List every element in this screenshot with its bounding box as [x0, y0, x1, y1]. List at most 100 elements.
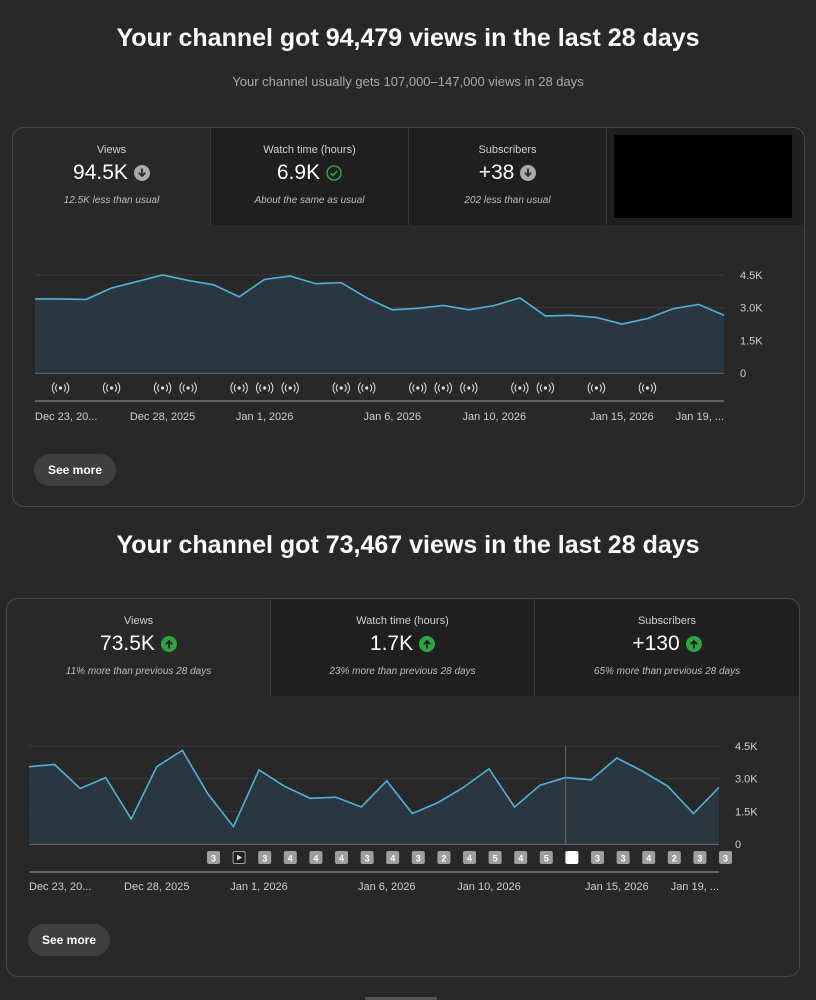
area-fill	[29, 750, 719, 844]
live-stream-icon	[102, 382, 121, 394]
live-stream-icon	[332, 382, 350, 394]
x-tick-label: Jan 6, 2026	[358, 881, 416, 893]
badge-count: 5	[493, 854, 498, 864]
video-count-badge: 5	[539, 851, 553, 864]
badge-count: 5	[544, 854, 549, 864]
check-circle-icon	[326, 165, 342, 181]
badge-count: 2	[672, 854, 677, 864]
tab-watch-time-note: About the same as usual	[254, 195, 365, 206]
tab-watch-time-label: Watch time (hours)	[356, 615, 449, 627]
x-tick-label: Jan 15, 2026	[590, 411, 654, 423]
badge-count: 3	[416, 854, 421, 864]
x-tick-label: Jan 10, 2026	[457, 881, 521, 893]
y-tick-label: 4.5K	[735, 741, 758, 753]
tab-watch-time[interactable]: Watch time (hours) 6.9K About the same a…	[211, 128, 409, 225]
arrow-up-circle-icon	[685, 636, 702, 652]
tab-extra	[607, 128, 804, 225]
tab-views-value: 73.5K	[100, 632, 155, 655]
badge-count: 4	[288, 854, 293, 864]
video-count-badge: 3	[616, 851, 630, 864]
video-count-badge: 4	[514, 851, 528, 864]
arrow-up-circle-icon	[160, 636, 177, 652]
tab-subscribers-note: 202 less than usual	[464, 195, 551, 206]
video-count-badge: 4	[463, 851, 476, 864]
views-line-chart: 4.5K 3.0K 1.5K 0 Dec 23, 20... Dec 28, 2025 Ja…	[34, 270, 763, 423]
live-stream-icon	[281, 382, 299, 394]
channel-summary-card-current: Views 94.5K 12.5K less than usual Watch …	[12, 127, 805, 507]
live-stream-icon	[51, 382, 70, 394]
area-fill	[35, 275, 724, 373]
section1-subline: Your channel usually gets 107,000–147,00…	[232, 74, 584, 89]
arrow-up-circle-icon	[419, 636, 436, 652]
badge-count: 3	[365, 854, 370, 864]
see-more-button[interactable]: See more	[28, 924, 110, 956]
badge-count: 4	[313, 854, 318, 864]
y-tick-label: 3.0K	[740, 303, 763, 315]
y-tick-label: 0	[735, 839, 741, 851]
tab-views[interactable]: Views 94.5K 12.5K less than usual	[13, 128, 211, 225]
live-stream-icon	[230, 382, 248, 394]
scroll-indicator	[365, 997, 437, 1000]
y-tick-label: 1.5K	[740, 335, 763, 347]
video-count-badge: 4	[642, 851, 656, 864]
views-line-chart: 4.5K 3.0K 1.5K 0 Dec 23, 20... Dec 28, 2025 Ja…	[28, 741, 758, 893]
video-count-badge: 3	[360, 851, 374, 864]
tab-views-label: Views	[123, 615, 154, 627]
y-tick-label: 0	[740, 368, 746, 380]
section1-headline: Your channel got 94,479 views in the las…	[116, 24, 700, 52]
badge-count: 2	[441, 854, 446, 864]
tab-watch-time-label: Watch time (hours)	[263, 144, 356, 156]
tab-subscribers[interactable]: Subscribers +38 202 less than usual	[409, 128, 607, 225]
tab-watch-time-value: 1.7K	[369, 632, 414, 655]
tab-subscribers-label: Subscribers	[637, 615, 697, 627]
badge-count: 4	[518, 854, 523, 864]
tab-watch-time-value: 6.9K	[276, 161, 321, 184]
badge-count: 3	[697, 854, 702, 864]
live-stream-icon	[434, 382, 452, 394]
live-stream-icon	[358, 382, 376, 394]
video-count-badge: 3	[411, 851, 425, 864]
x-tick-label: Dec 28, 2025	[130, 411, 195, 423]
tab-watch-time-note: 23% more than previous 28 days	[329, 666, 476, 677]
tab-views-note: 11% more than previous 28 days	[65, 666, 212, 677]
x-tick-label: Jan 10, 2026	[463, 411, 527, 423]
tab-watch-time[interactable]: Watch time (hours) 1.7K 23% more than pr…	[271, 599, 535, 696]
tab-views-note: 12.5K less than usual	[63, 195, 160, 206]
live-stream-icon	[409, 382, 427, 394]
play-badge-icon	[232, 851, 246, 864]
video-count-badge: 3	[258, 851, 272, 864]
badge-count: 4	[646, 854, 651, 864]
badge-count: 4	[467, 854, 472, 864]
live-stream-icon	[536, 382, 555, 394]
x-tick-label: Dec 28, 2025	[124, 881, 189, 893]
video-count-badge: 4	[335, 851, 348, 864]
live-stream-icon	[511, 382, 529, 394]
tab-subscribers-note: 65% more than previous 28 days	[593, 666, 741, 677]
badge-count: 3	[211, 854, 216, 864]
tab-subscribers[interactable]: Subscribers +130 65% more than previous …	[535, 599, 799, 696]
badge-count: 3	[621, 854, 626, 864]
tab-views[interactable]: Views 73.5K 11% more than previous 28 da…	[7, 599, 271, 696]
tab-subscribers-value: +130	[632, 632, 680, 655]
x-tick-label: Dec 23, 20...	[29, 881, 91, 893]
live-stream-icon	[460, 382, 478, 394]
y-tick-label: 4.5K	[740, 270, 763, 282]
x-tick-label: Jan 15, 2026	[585, 881, 649, 893]
selected-badge	[565, 851, 579, 864]
badge-count: 4	[339, 854, 344, 864]
video-count-badge: 3	[693, 851, 707, 864]
badge-count: 3	[262, 854, 267, 864]
tab-views-value: 94.5K	[73, 161, 128, 184]
video-count-badge: 5	[488, 851, 502, 864]
y-tick-label: 3.0K	[735, 774, 758, 786]
y-tick-label: 1.5K	[735, 806, 758, 818]
live-stream-icon	[587, 382, 606, 394]
x-tick-label: Jan 19, ...	[671, 881, 719, 893]
see-more-button[interactable]: See more	[34, 454, 116, 486]
tab-subscribers-label: Subscribers	[478, 144, 537, 156]
x-tick-label: Jan 6, 2026	[364, 411, 422, 423]
series-line-views	[28, 749, 720, 829]
channel-summary-card-previous: Views 73.5K 11% more than previous 28 da…	[6, 598, 800, 977]
video-count-badge: 4	[386, 851, 400, 864]
section2-headline: Your channel got 73,467 views in the las…	[116, 531, 700, 559]
